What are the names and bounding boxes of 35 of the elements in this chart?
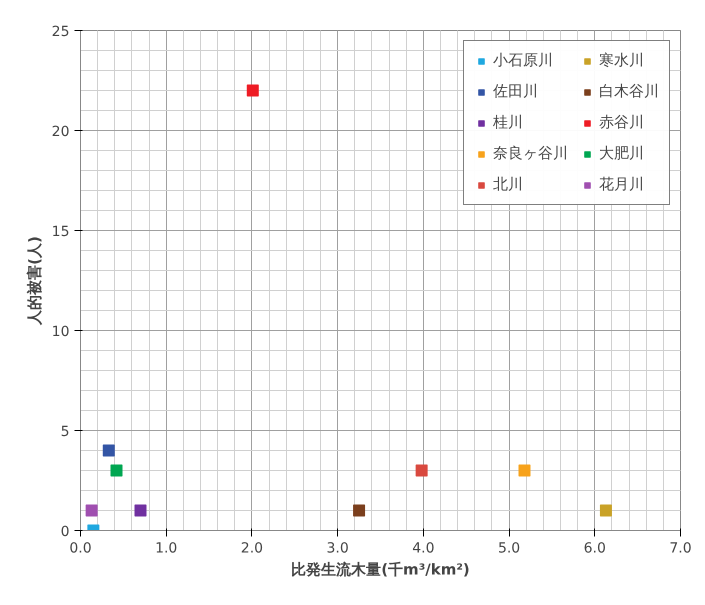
legend-label: 佐田川 [493,82,538,101]
y-tick-label: 5 [60,424,70,440]
y-tick-label: 0 [60,524,70,540]
y-tick-label: 20 [52,124,70,140]
legend-label: 北川 [493,175,523,194]
legend-label: 花月川 [599,175,644,194]
point [600,504,612,516]
legend-label: 白木谷川 [599,82,659,101]
x-tick-label: 0.0 [69,540,92,556]
point [416,464,428,476]
x-tick-label: 2.0 [240,540,264,556]
point [246,84,259,96]
x-tick-label: 3.0 [326,540,349,556]
legend-label: 奈良ヶ谷川 [493,144,568,163]
x-tick-label: 7.0 [669,540,692,556]
point [134,504,146,516]
x-axis-title: 比発生流木量(千m³/km²) [291,560,470,578]
point [353,504,366,516]
x-tick-label: 6.0 [584,540,606,556]
legend-label: 赤谷川 [599,113,644,132]
point [110,464,122,476]
legend-label: 桂川 [493,113,523,132]
legend-label: 小石原川 [493,51,553,70]
legend-label: 大肥川 [599,144,644,163]
x-tick-label: 1.0 [155,540,178,556]
y-tick-label: 25 [52,24,70,40]
legend-label: 寒水川 [599,51,644,70]
y-axis-title: 人的被害(人) [26,236,44,326]
point [86,504,98,516]
y-tick-label: 10 [52,324,70,340]
point [518,464,530,476]
point [102,444,115,456]
x-tick-label: 5.0 [498,540,520,556]
x-tick-label: 4.0 [412,540,434,556]
y-tick-label: 15 [52,224,70,240]
